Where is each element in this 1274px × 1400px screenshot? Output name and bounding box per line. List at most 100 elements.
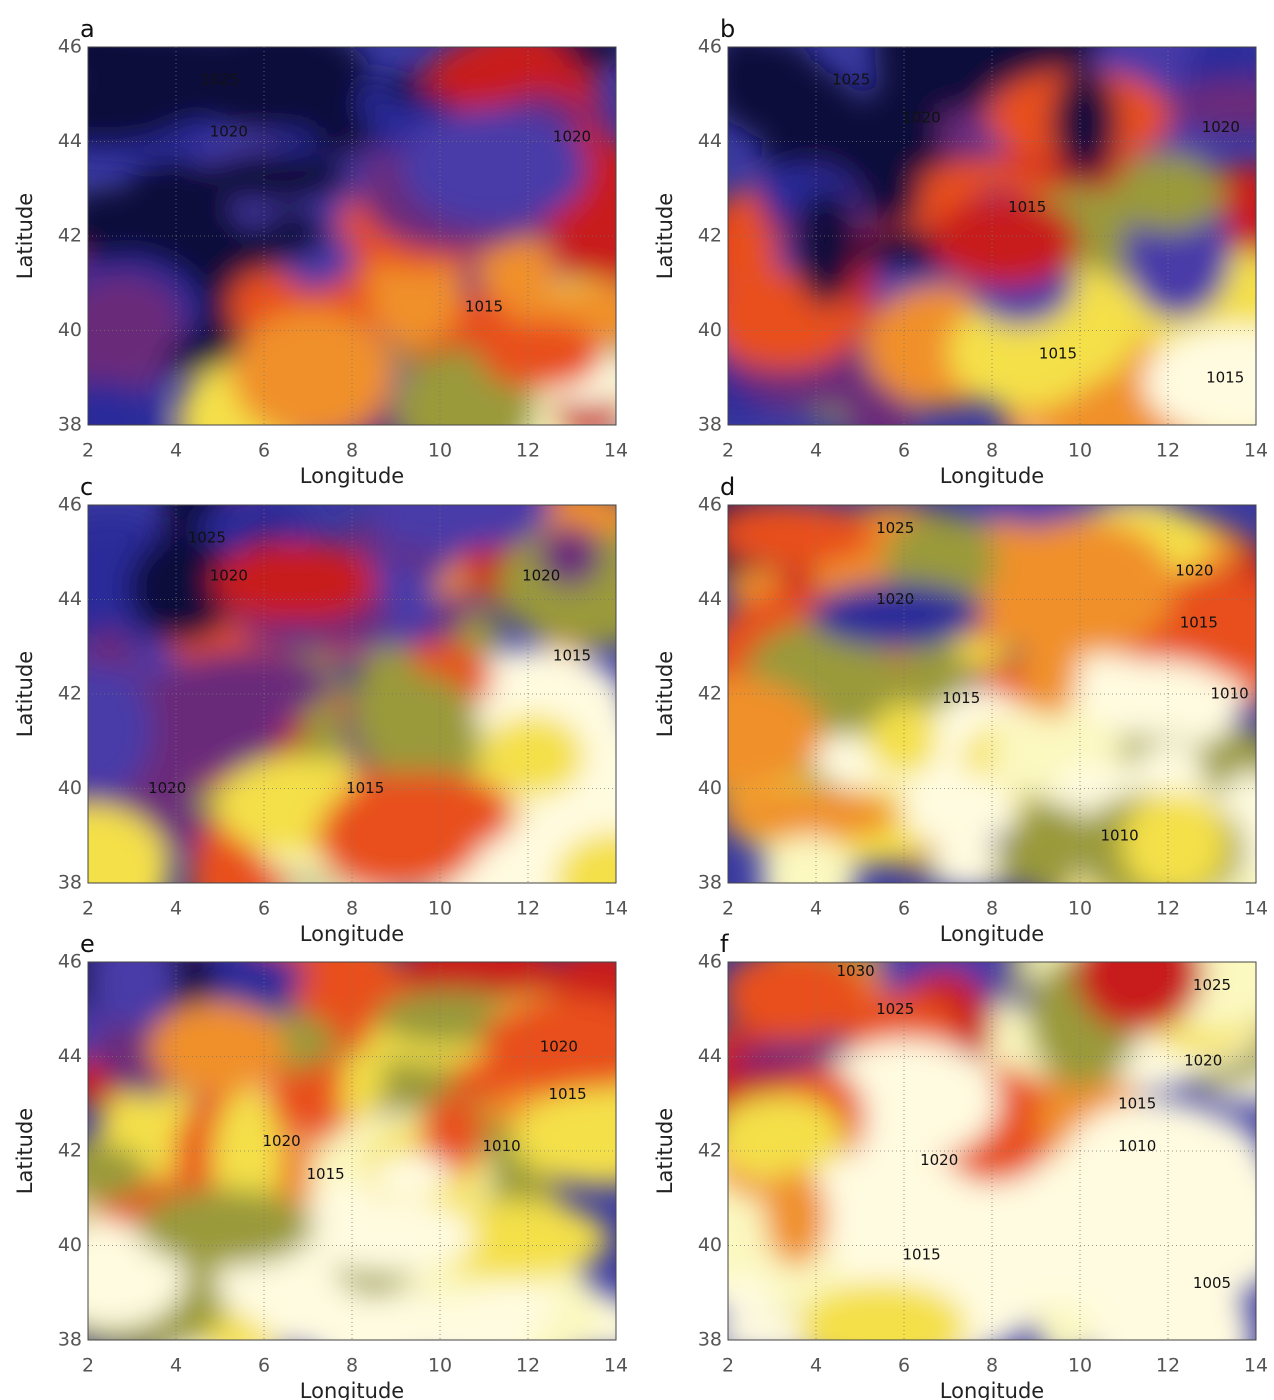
x-tick-label: 14 — [604, 1355, 628, 1377]
x-tick-label: 4 — [810, 440, 822, 462]
blob — [370, 1153, 453, 1198]
y-tick-label: 38 — [58, 414, 82, 436]
blob — [854, 1185, 1041, 1237]
x-tick-label: 4 — [810, 898, 822, 920]
x-tick-label: 10 — [428, 440, 452, 462]
blob — [90, 962, 176, 1029]
y-tick-label: 40 — [698, 777, 722, 799]
blob — [794, 188, 858, 306]
blob — [930, 196, 1081, 287]
x-tick-label: 8 — [986, 898, 998, 920]
isobar-label: 1020 — [210, 566, 248, 584]
plot-frame — [87, 961, 617, 1341]
isobar-label: 1015 — [1180, 614, 1218, 632]
isobar-label: 1015 — [553, 647, 591, 665]
blob — [1074, 962, 1203, 1033]
isobar-label: 1020 — [522, 566, 560, 584]
field: 1025 1020 1020 1015 — [88, 47, 616, 425]
x-axis-label: Longitude — [940, 464, 1044, 488]
blob — [728, 676, 824, 792]
isobar-label: 1010 — [1211, 685, 1249, 703]
panel-label: b — [720, 15, 735, 43]
y-tick-label: 44 — [58, 588, 82, 610]
x-tick-label: 14 — [1244, 440, 1268, 462]
y-tick-label: 44 — [58, 1045, 82, 1067]
field-blobs — [88, 47, 616, 425]
x-tick-label: 14 — [604, 440, 628, 462]
isobar-label: 1015 — [549, 1085, 587, 1103]
isobar-label: 1025 — [876, 1000, 914, 1018]
blob — [1134, 742, 1204, 794]
blob — [512, 1087, 616, 1186]
x-tick-label: 10 — [428, 1355, 452, 1377]
isobar-label: 1010 — [1101, 826, 1139, 844]
blob — [538, 525, 602, 587]
blob — [866, 702, 938, 776]
blob — [728, 787, 899, 843]
x-tick-label: 4 — [170, 440, 182, 462]
blob — [212, 541, 379, 624]
panel-label: d — [720, 473, 735, 501]
blob — [137, 1188, 314, 1266]
y-axis-label: Latitude — [13, 651, 37, 737]
isobar-label: 1025 — [832, 71, 870, 89]
y-tick-label: 42 — [698, 225, 722, 247]
y-tick-label: 38 — [698, 414, 722, 436]
panel-label: e — [80, 930, 95, 958]
panel-label: c — [80, 473, 93, 501]
blob — [200, 150, 350, 204]
y-axis-label: Latitude — [653, 1108, 677, 1194]
isobar-label: 1020 — [148, 779, 186, 797]
x-tick-label: 12 — [516, 440, 540, 462]
isobar-label: 1015 — [307, 1165, 345, 1183]
blob — [1112, 154, 1225, 232]
field-blobs — [88, 962, 616, 1340]
y-tick-label: 44 — [58, 130, 82, 152]
x-tick-label: 10 — [428, 898, 452, 920]
x-tick-label: 2 — [82, 1355, 94, 1377]
isobar-label: 1025 — [188, 529, 226, 547]
y-tick-label: 46 — [698, 951, 722, 973]
x-tick-label: 4 — [810, 1355, 822, 1377]
blob — [728, 47, 776, 127]
blob — [161, 650, 333, 718]
x-tick-label: 6 — [258, 440, 270, 462]
isobar-label: 1025 — [201, 71, 239, 89]
isobar-label: 1005 — [1193, 1274, 1231, 1292]
y-tick-label: 46 — [698, 494, 722, 516]
field: 1025 1020 1020 1015 1015 1015 — [728, 47, 1256, 425]
field: 1025 1020 1020 1015 1015 1020 — [88, 505, 616, 883]
blob — [480, 994, 616, 1095]
blob — [148, 1001, 287, 1096]
blob — [387, 505, 553, 550]
x-tick-label: 6 — [898, 898, 910, 920]
y-tick-label: 38 — [698, 872, 722, 894]
blob — [797, 1281, 968, 1340]
blob — [302, 1199, 476, 1274]
field-blobs — [728, 505, 1256, 883]
blob — [88, 381, 170, 425]
isobar-label: 1020 — [903, 108, 941, 126]
y-tick-label: 38 — [58, 1329, 82, 1351]
x-tick-label: 12 — [516, 898, 540, 920]
y-tick-label: 40 — [58, 1234, 82, 1256]
x-tick-label: 10 — [1068, 898, 1092, 920]
x-tick-label: 14 — [1244, 1355, 1268, 1377]
panel-label: a — [80, 15, 95, 43]
blob — [231, 309, 394, 425]
x-tick-label: 8 — [346, 898, 358, 920]
y-axis-label: Latitude — [13, 1108, 37, 1194]
isobar-label: 1010 — [483, 1137, 521, 1155]
plot-frame — [727, 46, 1257, 426]
x-tick-label: 8 — [986, 440, 998, 462]
y-tick-label: 40 — [698, 319, 722, 341]
isobar-label: 1025 — [1193, 976, 1231, 994]
y-axis-label: Latitude — [653, 193, 677, 279]
blob — [760, 834, 857, 883]
isobar-label: 1015 — [942, 689, 980, 707]
x-axis-label: Longitude — [940, 922, 1044, 946]
plot-frame — [87, 504, 617, 884]
y-tick-label: 46 — [58, 36, 82, 58]
blob — [728, 505, 876, 566]
